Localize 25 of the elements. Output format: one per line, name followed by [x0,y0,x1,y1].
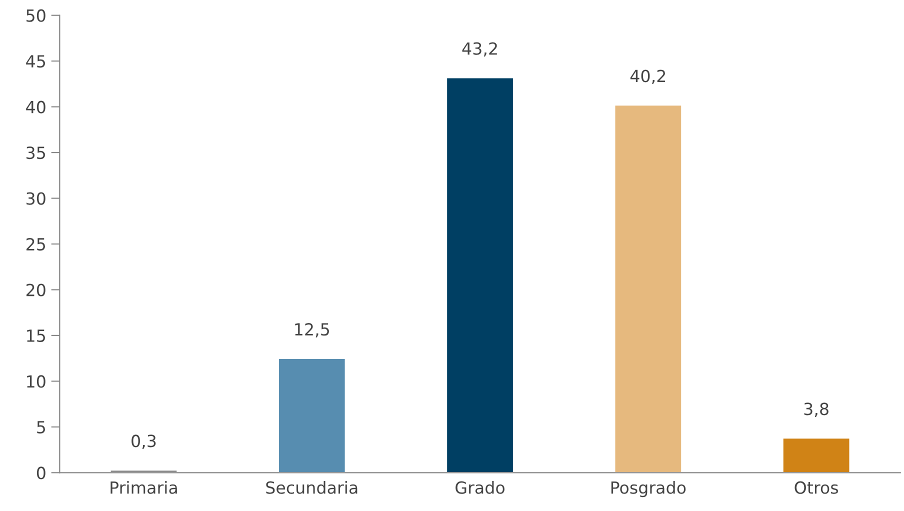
x-tick-label: Secundaria [266,481,358,494]
y-tick-label: 35 [26,146,46,160]
y-tick-label: 5 [37,421,46,434]
data-label: 12,5 [295,323,329,338]
x-tick-label: Posgrado [611,481,686,498]
data-label: 3,8 [804,402,828,417]
x-tick-label: Primaria [110,481,177,494]
y-tick-label: 0 [36,466,46,480]
y-tick-label: 45 [26,55,46,68]
data-label: 0,3 [132,434,156,449]
y-tick-label: 25 [26,238,46,251]
x-tick-label: Otros [794,481,838,494]
y-tick-label: 10 [27,375,46,388]
y-tick-label: 20 [26,284,46,296]
data-label: 43,2 [462,42,497,57]
bar [782,437,851,473]
bar [278,358,346,473]
data-label: 40,2 [630,70,666,84]
y-tick-label: 30 [26,192,46,205]
y-tick-label: 50 [26,9,46,22]
bar [446,76,514,473]
y-tick-label: 40 [26,100,46,114]
bar [614,104,682,473]
y-tick-label: 15 [27,330,46,342]
x-tick-label: Grado [456,481,504,494]
